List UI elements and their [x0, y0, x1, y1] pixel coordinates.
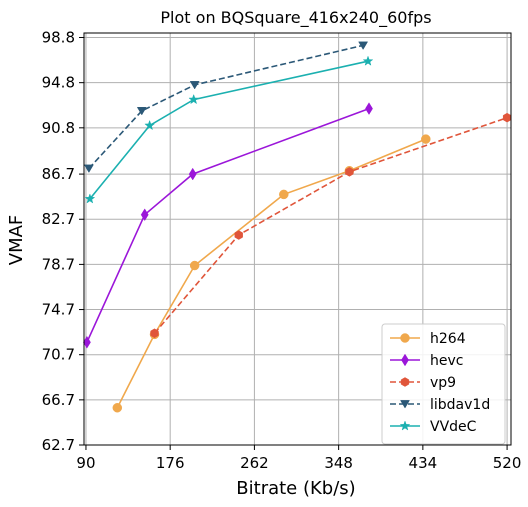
data-point-vp9: [345, 167, 354, 177]
y-tick-label: 90.8: [42, 119, 75, 137]
series-vvdec: [84, 55, 374, 204]
y-tick-label: 82.7: [42, 210, 75, 228]
legend-marker-hevc: [401, 353, 409, 367]
grid: [84, 33, 511, 446]
y-tick-label: 70.7: [42, 346, 75, 364]
data-point-hevc: [365, 102, 373, 115]
legend-label-vp9: vp9: [430, 375, 456, 391]
y-tick-label: 94.8: [42, 74, 75, 92]
series-line-vp9: [153, 116, 508, 334]
legend-marker-libdav1d: [400, 400, 410, 409]
legend-label-h264: h264: [430, 331, 466, 347]
series-vp9: [150, 112, 512, 339]
legend-label-hevc: hevc: [430, 353, 463, 369]
legend-marker-h264: [400, 333, 410, 343]
y-tick-label: 78.7: [42, 255, 75, 273]
series-line-libdav1d: [88, 44, 364, 170]
series-layer: [83, 41, 512, 413]
legend-marker-vp9: [400, 377, 410, 387]
x-tick-label: 176: [156, 454, 185, 472]
x-tick-label: 262: [240, 454, 269, 472]
plot-frame: [83, 32, 512, 446]
data-point-vp9: [234, 230, 243, 240]
data-point-vp9: [502, 112, 512, 123]
data-point-libdav1d: [189, 81, 200, 90]
legend-label-vvdec: VVdeC: [430, 419, 477, 435]
data-point-vp9: [150, 328, 159, 339]
y-axis-label: VMAF: [6, 215, 27, 266]
series-line-vvdec: [89, 60, 369, 200]
y-tick-label: 62.7: [42, 436, 75, 454]
x-tick-label: 348: [324, 454, 353, 472]
legend-marker-vvdec: [399, 420, 411, 431]
data-point-h264: [112, 403, 123, 413]
chart-title: Plot on BQSquare_416x240_60fps: [160, 8, 431, 28]
series-line-h264: [116, 138, 427, 409]
x-tick-label: 520: [493, 454, 522, 472]
data-point-libdav1d: [83, 164, 94, 173]
data-point-vvdec: [188, 93, 200, 105]
x-axis-label: Bitrate (Kb/s): [236, 478, 355, 499]
x-tick-label: 434: [409, 454, 438, 472]
y-tick-label: 74.7: [42, 301, 75, 319]
y-tick-label: 86.7: [42, 165, 75, 183]
series-line-hevc: [86, 107, 370, 343]
data-point-h264: [279, 189, 289, 200]
data-point-libdav1d: [358, 41, 369, 50]
x-tick-label: 90: [76, 454, 95, 472]
data-point-h264: [421, 134, 431, 144]
data-point-hevc: [188, 167, 197, 181]
data-point-vvdec: [144, 119, 156, 131]
legend-label-libdav1d: libdav1d: [430, 397, 490, 413]
ticks: 90 176 262 348 434 520 62.7 66.7 70.7 74.7 78.7 82.…: [42, 29, 522, 472]
data-point-hevc: [83, 335, 91, 349]
y-tick-label: 66.7: [42, 391, 75, 409]
series-hevc: [83, 102, 373, 349]
y-tick-label: 98.8: [42, 29, 75, 47]
legend-box: [381, 323, 506, 445]
legend: h264 hevc vp9 libdav1d VVdeC: [381, 323, 506, 445]
data-point-h264: [189, 260, 200, 271]
series-libdav1d: [83, 41, 369, 173]
data-point-vvdec: [362, 55, 374, 66]
data-point-vvdec: [84, 193, 96, 204]
data-point-libdav1d: [136, 107, 147, 116]
data-point-hevc: [140, 208, 149, 222]
